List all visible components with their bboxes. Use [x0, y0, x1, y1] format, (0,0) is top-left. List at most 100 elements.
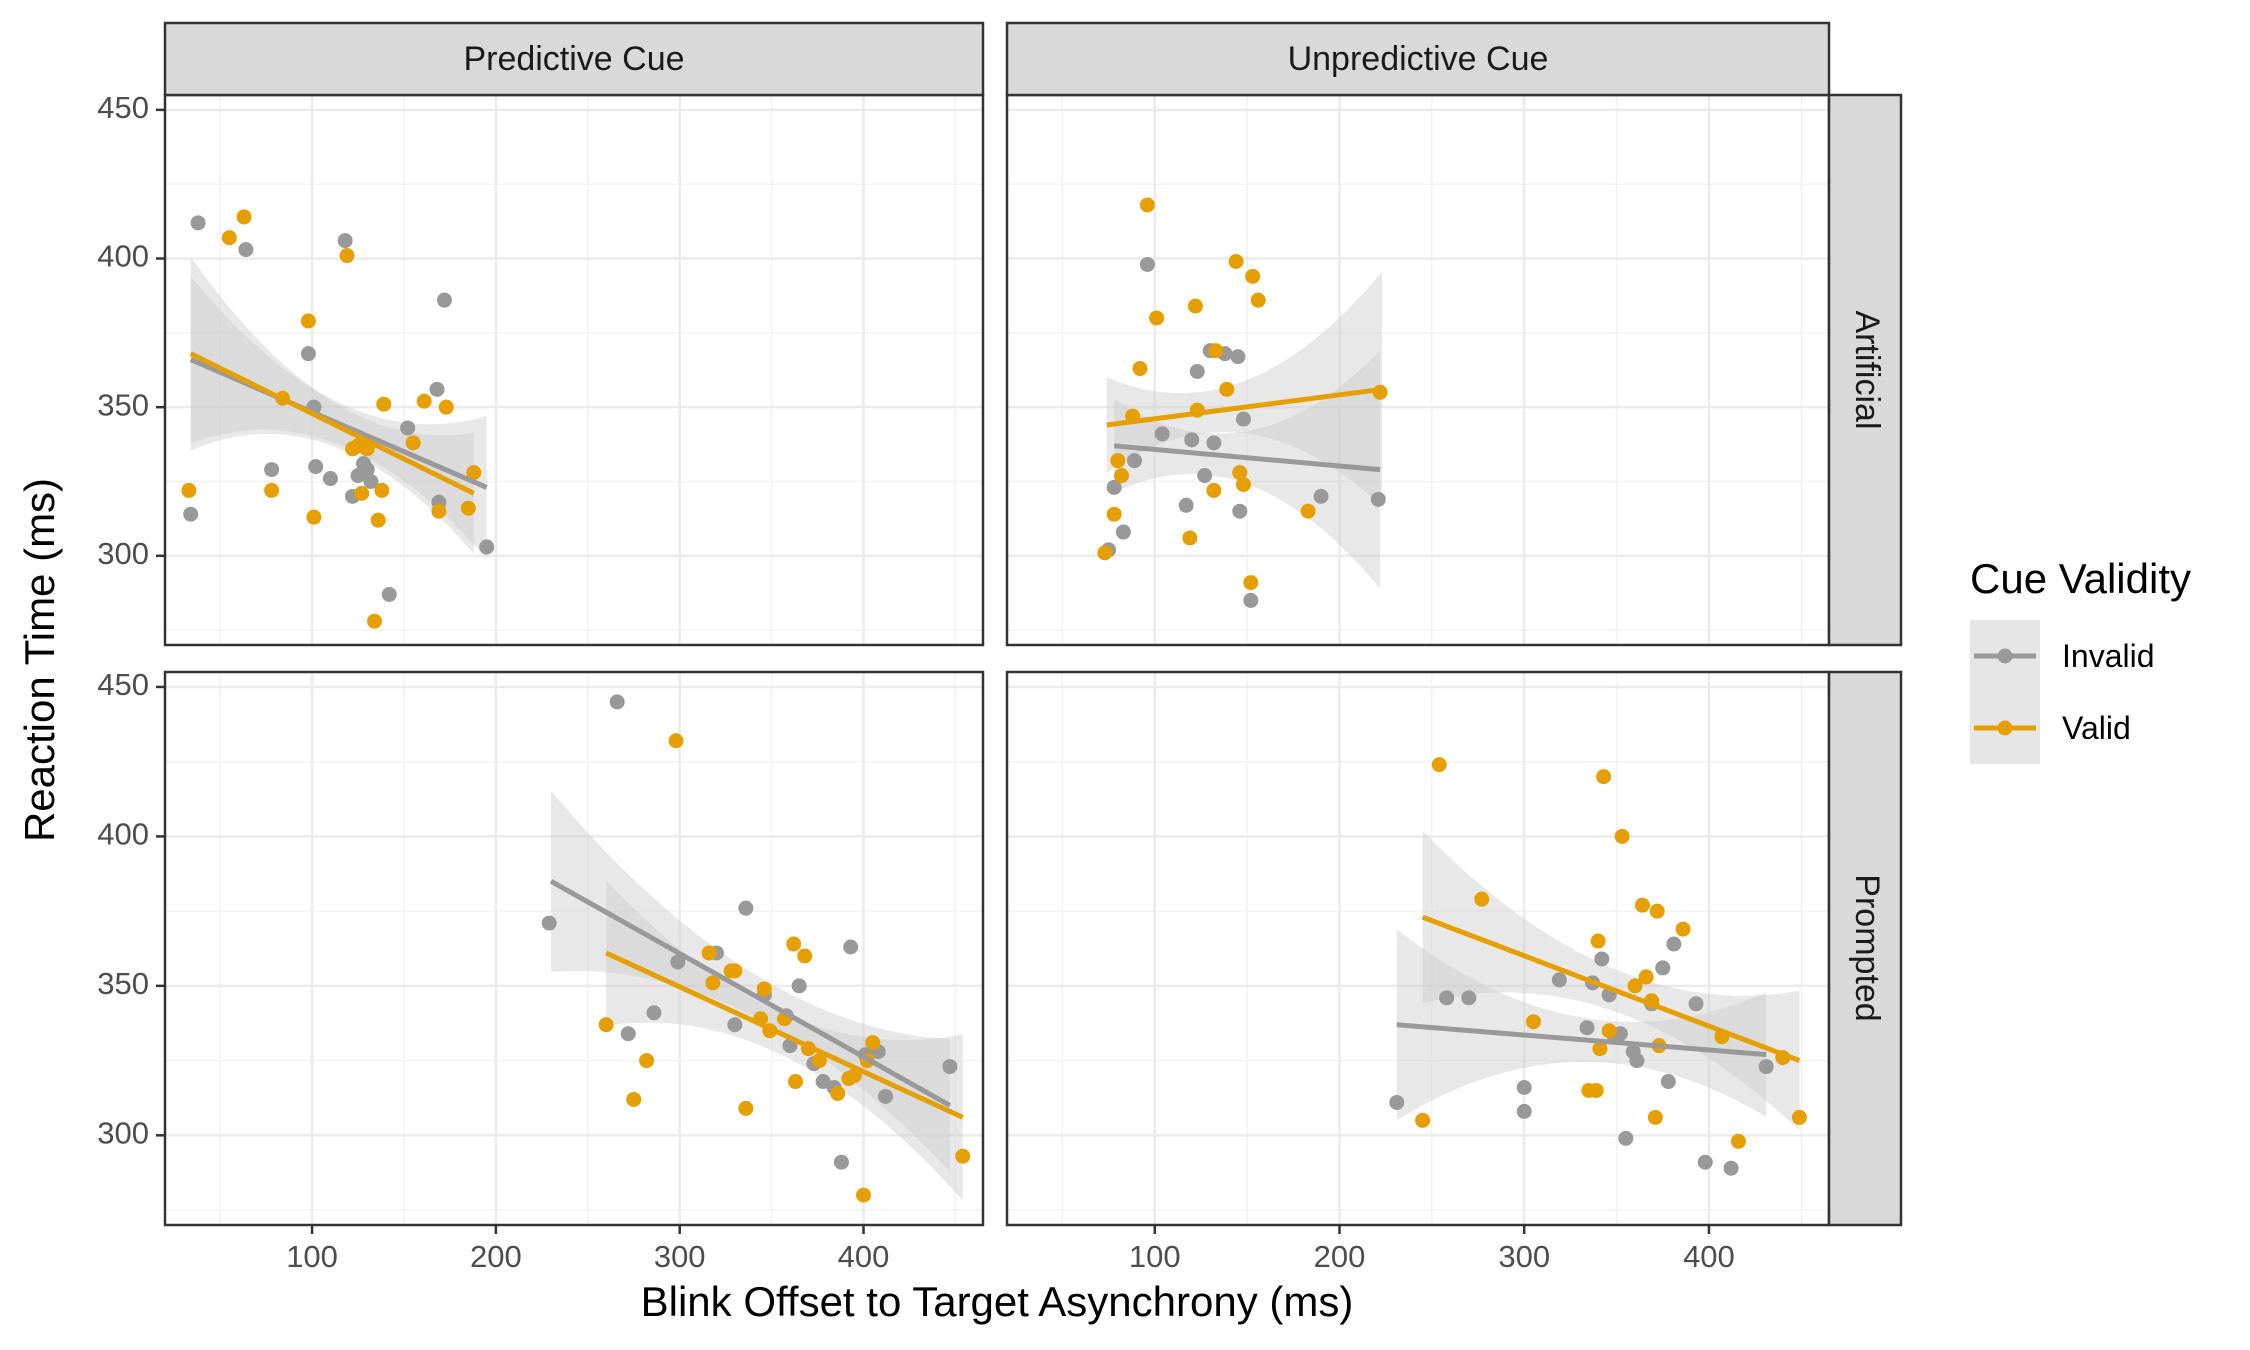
legend-title: Cue Validity [1970, 555, 2191, 602]
strip-artificial-bg [1827, 93, 1903, 647]
data-point-valid [236, 209, 252, 225]
data-point-invalid [609, 694, 625, 710]
data-point-invalid [878, 1088, 894, 1104]
data-point-valid [221, 230, 237, 246]
data-point-valid [955, 1148, 971, 1164]
data-point-valid [1596, 769, 1612, 785]
data-point-invalid [1697, 1154, 1713, 1170]
data-point-valid [1235, 476, 1251, 492]
data-point-invalid [400, 420, 416, 436]
data-point-valid [306, 509, 322, 525]
data-point-invalid [620, 1026, 636, 1042]
confidence-band-invalid [190, 275, 487, 559]
data-point-invalid [1389, 1094, 1405, 1110]
data-point-invalid [1618, 1130, 1634, 1146]
data-point-valid [367, 613, 383, 629]
data-point-valid [598, 1017, 614, 1033]
data-point-valid [786, 936, 802, 952]
panel-predictive-cue-prompted [163, 670, 985, 1227]
data-point-invalid [1666, 936, 1682, 952]
data-point-invalid [1516, 1103, 1532, 1119]
confidence-band-valid [1422, 830, 1800, 1131]
data-point-invalid [1154, 426, 1170, 442]
data-point-invalid [308, 459, 324, 475]
data-point-invalid [1197, 468, 1213, 484]
data-point-invalid [1115, 524, 1131, 540]
data-point-invalid [541, 915, 557, 931]
data-point-invalid [1629, 1053, 1645, 1069]
data-point-invalid [843, 939, 859, 955]
strip-prompted-bg [1827, 670, 1903, 1227]
x-axis-title: Blink Offset to Target Asynchrony (ms) [641, 1278, 1354, 1325]
fit-line-valid [1421, 914, 1801, 1063]
data-point-invalid [1106, 479, 1122, 495]
confidence-band-valid [190, 256, 474, 555]
strip-prompted: Prompted [1848, 874, 1886, 1021]
fit-line-valid [1106, 386, 1383, 428]
panel-unpredictive-cue-artificial [1005, 93, 1831, 647]
x-tick-label: 100 [1129, 1239, 1181, 1274]
column-strips: Predictive Cue Unpredictive Cue [163, 21, 1831, 97]
data-point-invalid [190, 215, 206, 231]
data-point-valid [1675, 921, 1691, 937]
fit-line-valid [605, 950, 964, 1120]
x-tick-label: 400 [838, 1239, 890, 1274]
data-point-valid [811, 1053, 827, 1069]
data-point-valid [466, 465, 482, 481]
data-point-valid [1187, 298, 1203, 314]
data-point-invalid [670, 954, 686, 970]
confidence-band-valid [606, 880, 963, 1201]
data-point-invalid [359, 462, 375, 478]
fit-line-valid [189, 351, 475, 496]
data-point-invalid [1139, 256, 1155, 272]
data-point-invalid [738, 900, 754, 916]
data-point-valid [376, 396, 392, 412]
data-point-valid [181, 482, 197, 498]
data-point-valid [1139, 197, 1155, 213]
data-point-valid [639, 1053, 655, 1069]
panel-predictive-cue-artificial [163, 93, 985, 647]
data-point-valid [1114, 468, 1130, 484]
data-point-invalid [1243, 592, 1259, 608]
data-point-invalid [1516, 1079, 1532, 1095]
data-point-valid [1638, 969, 1654, 985]
legend-label-invalid: Invalid [2062, 638, 2155, 674]
data-point-valid [1245, 268, 1261, 284]
fit-line-invalid [189, 357, 488, 490]
data-point-valid [1415, 1112, 1431, 1128]
row-strips: Artificial Prompted [1827, 93, 1903, 1227]
data-point-valid [1228, 253, 1244, 269]
confidence-band-valid [1106, 271, 1382, 507]
data-point-valid [1243, 575, 1259, 591]
data-point-invalid [942, 1059, 958, 1075]
y-tick-label: 450 [97, 90, 149, 125]
data-point-valid [1206, 482, 1222, 498]
panel-background [1007, 672, 1829, 1225]
data-point-invalid [1178, 497, 1194, 513]
data-point-valid [1250, 292, 1266, 308]
panel-border [163, 670, 985, 1227]
data-point-invalid [1126, 453, 1142, 469]
x-tick-label: 300 [654, 1239, 706, 1274]
data-point-valid [339, 248, 355, 264]
data-point-valid [370, 512, 386, 528]
data-point-valid [1590, 933, 1606, 949]
data-point-invalid [1758, 1059, 1774, 1075]
y-tick-label: 300 [97, 1116, 149, 1151]
x-tick-label: 400 [1683, 1239, 1735, 1274]
data-point-valid [1208, 343, 1224, 359]
data-point-invalid [1655, 960, 1671, 976]
data-point-invalid [1232, 503, 1248, 519]
data-point-invalid [363, 473, 379, 489]
panel-background [1007, 95, 1829, 645]
data-point-invalid [300, 346, 316, 362]
data-point-invalid [183, 506, 199, 522]
strip-unpredictive-cue: Unpredictive Cue [1288, 40, 1549, 78]
data-point-valid [1132, 361, 1148, 377]
data-point-valid [431, 503, 447, 519]
y-tick-label: 400 [97, 239, 149, 274]
data-point-valid [626, 1091, 642, 1107]
strip-predictive-cue: Predictive Cue [463, 40, 684, 78]
data-point-valid [1232, 465, 1248, 481]
fit-line-invalid [1396, 1022, 1767, 1058]
